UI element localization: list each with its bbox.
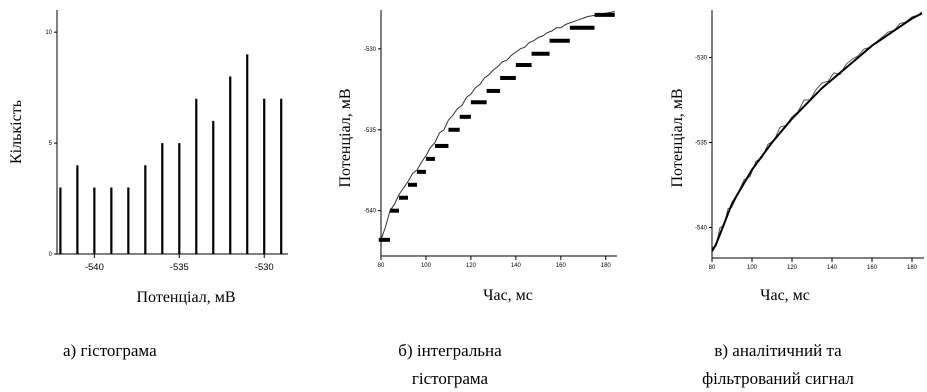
panel-c-lines <box>711 11 923 252</box>
b-x-tick-label: 120 <box>466 263 477 269</box>
panel-b-cumulative-histogram: 80 100 120 140 160 180 -540 -535 -530 Час, мс По… <box>337 10 617 388</box>
panel-c-caption-line-2: фільтрований сигнал <box>702 369 854 388</box>
b-y-tick-label: -535 <box>364 128 377 134</box>
c-y-tick-label: -535 <box>695 140 708 146</box>
panel-c-x-axis-label: Час, мс <box>760 287 810 304</box>
b-x-tick-label: 80 <box>378 263 385 269</box>
c-x-tick-label: 100 <box>747 265 758 271</box>
panel-c-y-axis-label: Потенціал, мВ <box>669 88 686 187</box>
c-x-tick-label: 80 <box>709 265 716 271</box>
panel-a-histogram: -540 -535 -530 0 5 10 Потенціал, мВ Кількість… <box>8 10 288 360</box>
b-y-tick-label: -540 <box>364 209 377 215</box>
panel-b-caption-line-2: гістограма <box>412 369 489 388</box>
panel-a-bars <box>59 54 283 254</box>
panel-b-lines <box>378 11 615 242</box>
panel-c-analytic-filtered: 80 100 120 140 160 180 -540 -535 -530 Час, мс По… <box>669 10 924 388</box>
a-y-tick-label: 10 <box>45 30 52 36</box>
panel-a-ticks: -540 -535 -530 0 5 10 <box>45 30 273 273</box>
panel-c-ticks: 80 100 120 140 160 180 -540 -535 -530 <box>695 56 918 271</box>
series-line-analytic <box>711 12 923 252</box>
c-y-tick-label: -530 <box>695 56 708 62</box>
c-x-tick-label: 180 <box>907 265 918 271</box>
b-y-tick-label: -530 <box>364 47 377 53</box>
a-x-tick-label: -540 <box>85 262 104 273</box>
a-x-tick-label: -530 <box>255 262 274 273</box>
panel-b-caption-line-1: б) інтегральна <box>398 341 502 360</box>
b-x-tick-label: 180 <box>601 263 612 269</box>
b-x-tick-label: 140 <box>511 263 522 269</box>
panel-b-ticks: 80 100 120 140 160 180 -540 -535 -530 <box>364 47 611 269</box>
series-line-filtered <box>711 11 923 249</box>
panel-a-caption: а) гістограма <box>63 341 157 360</box>
panel-a-x-axis-label: Потенціал, мВ <box>136 289 235 306</box>
c-x-tick-label: 160 <box>867 265 878 271</box>
panel-a-y-axis-label: Кількість <box>8 100 25 164</box>
b-x-tick-label: 100 <box>421 263 432 269</box>
c-y-tick-label: -540 <box>695 225 708 231</box>
panel-b-x-axis-label: Час, мс <box>483 287 533 304</box>
a-x-tick-label: -535 <box>170 262 189 273</box>
a-y-tick-label: 0 <box>49 252 53 258</box>
series-line-raw <box>380 11 615 240</box>
panel-b-y-axis-label: Потенціал, мВ <box>337 88 354 187</box>
a-y-tick-label: 5 <box>49 141 53 147</box>
c-x-tick-label: 140 <box>827 265 838 271</box>
c-x-tick-label: 120 <box>787 265 798 271</box>
panel-c-caption-line-1: в) аналітичний та <box>714 341 842 360</box>
b-x-tick-label: 160 <box>556 263 567 269</box>
